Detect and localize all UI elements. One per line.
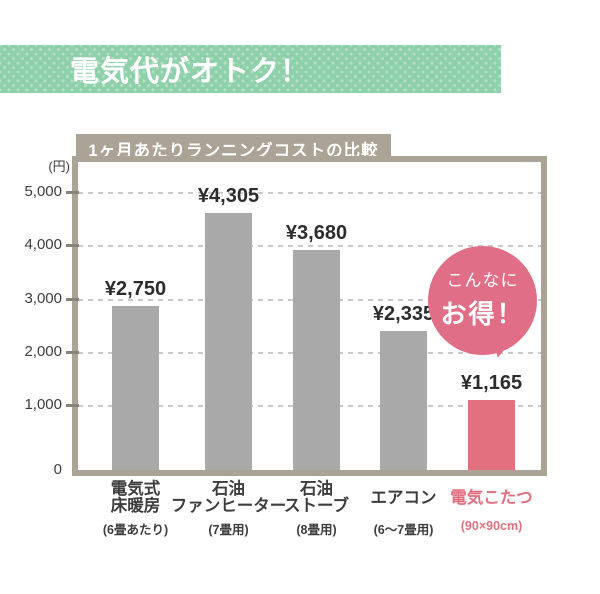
y-tick-1000: [66, 404, 79, 408]
y-tick-5000: [66, 191, 79, 194]
x-category-name-1: 石油 ファンヒーター: [170, 480, 287, 515]
y-tick-label-0: 0: [53, 461, 62, 478]
x-category-label-4: 電気こたつ (90×90cm): [417, 481, 567, 533]
bar-value-label-1: ¥4,305: [197, 185, 260, 207]
gridline-4000: [78, 245, 541, 248]
y-tick-label-5000: 5,000: [24, 183, 62, 200]
y-tick-2000: [66, 350, 79, 354]
header-title: 電気代がオトク！: [70, 56, 311, 88]
x-category-label-3: エアコン (6～7畳用): [329, 481, 479, 538]
chart-bar-4: [468, 400, 515, 470]
x-category-label-0: 電気式 床暖房 (6畳あたり): [61, 481, 211, 538]
callout-bubble: こんなに お得！: [428, 246, 537, 355]
bar-value-label-0: ¥2,750: [104, 278, 167, 300]
x-category-sub-3: (6～7畳用): [373, 523, 434, 537]
header-banner: 電気代がオトク！: [0, 45, 501, 93]
x-category-name-2: 石油 ストーブ: [283, 480, 349, 515]
gridline-5000: [78, 192, 541, 194]
y-tick-label-2000: 2,000: [24, 342, 62, 360]
chart-bar-3: [380, 331, 427, 470]
x-category-sub-1: (7畳用): [208, 523, 249, 537]
bar-value-label-4: ¥1,165: [460, 372, 523, 394]
y-axis-unit-label: (円): [48, 159, 70, 174]
x-category-name-4: 電気こたつ: [450, 488, 533, 507]
y-tick-3000: [66, 297, 79, 301]
bar-value-label-2: ¥3,680: [285, 222, 348, 244]
y-tick-label-1000: 1,000: [24, 396, 62, 414]
x-category-sub-2: (8畳用): [296, 523, 337, 537]
callout-line2: お得！: [440, 299, 525, 329]
chart-title: 1ヶ月あたりランニングコストの比較: [88, 141, 379, 160]
x-category-label-2: 石油 ストーブ (8畳用): [242, 481, 392, 538]
chart-bar-2: [293, 250, 340, 470]
y-tick-label-3000: 3,000: [24, 289, 62, 307]
bar-value-label-3: ¥2,335: [372, 303, 435, 325]
x-category-name-3: エアコン: [370, 488, 437, 507]
callout-line1: こんなに: [446, 271, 519, 290]
x-category-label-1: 石油 ファンヒーター (7畳用): [154, 481, 304, 538]
plot-area: ¥2,750 ¥4,305 ¥3,680 ¥2,335 ¥1,165: [72, 156, 547, 476]
x-category-sub-0: (6畳あたり): [102, 523, 169, 537]
x-category-sub-4: (90×90cm): [460, 519, 523, 533]
y-tick-4000: [66, 244, 79, 248]
chart-bar-1: [205, 213, 252, 470]
x-category-name-0: 電気式 床暖房: [110, 480, 161, 515]
chart-bar-0: [112, 306, 159, 470]
y-tick-label-4000: 4,000: [24, 236, 62, 254]
